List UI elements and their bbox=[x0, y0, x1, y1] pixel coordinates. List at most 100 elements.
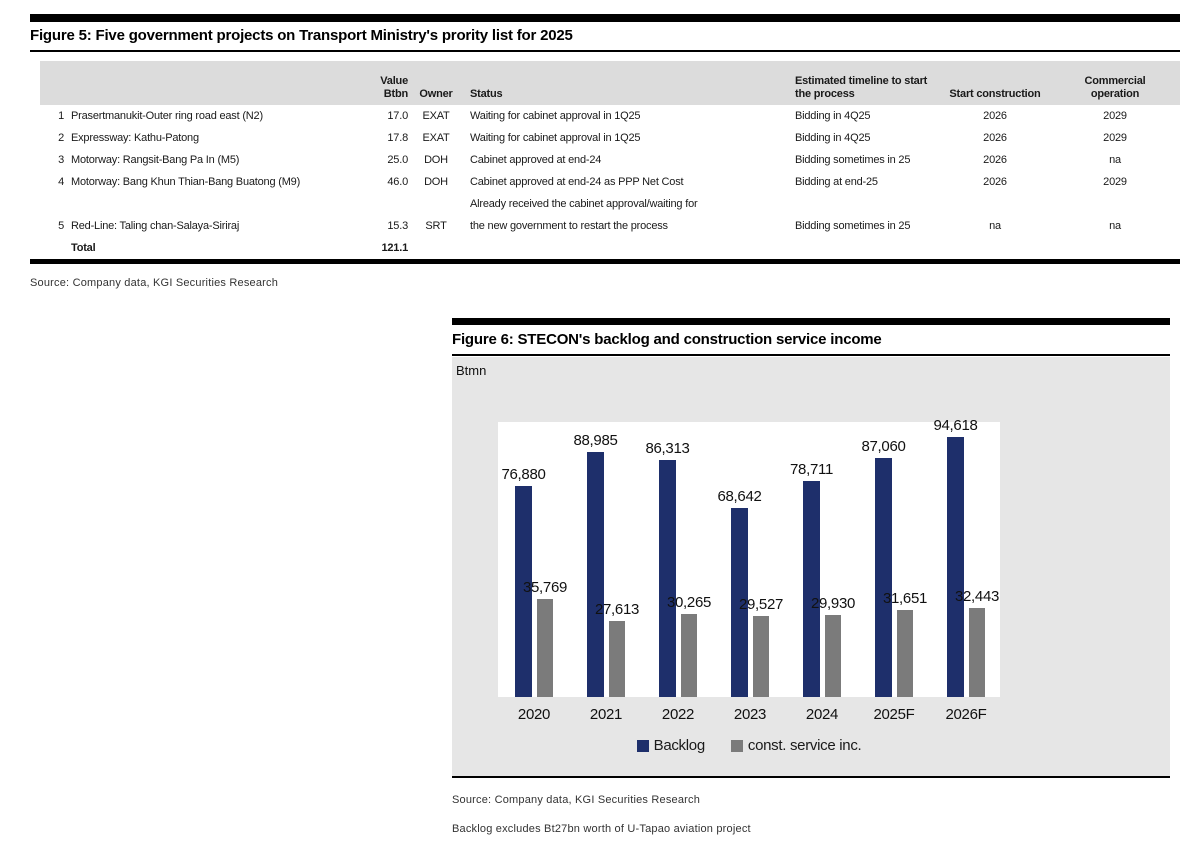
figure5-table: Value Btbn Owner Status Estimated timeli… bbox=[40, 61, 1180, 259]
x-axis-label: 2023 bbox=[733, 706, 767, 723]
y-axis-unit-label: Btmn bbox=[456, 363, 487, 378]
service-income-value-label: 35,769 bbox=[522, 579, 568, 596]
service-income-bar bbox=[681, 614, 697, 697]
backlog-bar bbox=[659, 460, 676, 697]
legend-label: Backlog bbox=[653, 737, 706, 754]
table-cell: Red-Line: Taling chan-Salaya-Siriraj bbox=[71, 220, 240, 232]
backlog-bar bbox=[875, 458, 892, 697]
table-cell: 2029 bbox=[1103, 176, 1127, 188]
table-row: 3 Motorway: Rangsit-Bang Pa In (M5) 25.0 DO… bbox=[40, 149, 1180, 171]
table-cell: na bbox=[989, 220, 1001, 232]
legend-item: const. service inc. bbox=[730, 737, 862, 754]
x-axis-label: 2022 bbox=[661, 706, 695, 723]
figure5-top-rule bbox=[30, 14, 1180, 22]
table-cell: Already received the cabinet approval/wa… bbox=[470, 198, 698, 210]
service-income-bar bbox=[897, 610, 913, 697]
x-axis-label: 2026F bbox=[945, 706, 987, 723]
table-cell: 2029 bbox=[1103, 110, 1127, 122]
table-cell: 46.0 bbox=[387, 176, 408, 188]
figure5-source: Source: Company data, KGI Securities Res… bbox=[30, 277, 279, 289]
figure6-chart-panel: Btmn 76,880 35,769 88,985 27,613 86,313 30,26… bbox=[452, 357, 1170, 778]
service-income-value-label: 32,443 bbox=[954, 588, 1000, 605]
table-cell: Bidding sometimes in 25 bbox=[795, 154, 911, 166]
table-cell: 4 bbox=[58, 176, 64, 188]
table-cell: 2 bbox=[58, 132, 64, 144]
backlog-bar bbox=[803, 481, 820, 697]
header-owner: Owner bbox=[419, 88, 453, 100]
table-cell: 121.1 bbox=[381, 242, 408, 254]
backlog-value-label: 88,985 bbox=[573, 432, 618, 449]
header-commercial-operation: Commercial operation bbox=[1084, 75, 1146, 100]
table-cell: Bidding at end-25 bbox=[795, 176, 878, 188]
header-project bbox=[66, 61, 360, 105]
service-income-bar bbox=[969, 608, 985, 697]
service-income-value-label: 30,265 bbox=[666, 594, 712, 611]
table-cell: 25.0 bbox=[387, 154, 408, 166]
backlog-value-label: 68,642 bbox=[717, 488, 762, 505]
backlog-value-label: 78,711 bbox=[790, 461, 833, 478]
service-income-bar bbox=[753, 616, 769, 697]
backlog-bar bbox=[947, 437, 964, 697]
chart-legend: Backlog const. service inc. bbox=[498, 737, 1000, 754]
table-cell: 15.3 bbox=[387, 220, 408, 232]
table-cell: 2026 bbox=[983, 110, 1007, 122]
figure5-table-header: Value Btbn Owner Status Estimated timeli… bbox=[40, 61, 1180, 105]
table-cell: Expressway: Kathu-Patong bbox=[71, 132, 199, 144]
table-cell: 17.8 bbox=[387, 132, 408, 144]
service-income-value-label: 29,930 bbox=[810, 595, 856, 612]
table-cell: Waiting for cabinet approval in 1Q25 bbox=[470, 132, 641, 144]
x-axis-label: 2021 bbox=[589, 706, 623, 723]
table-cell: SRT bbox=[425, 220, 447, 232]
legend-label: const. service inc. bbox=[747, 737, 862, 754]
service-income-bar bbox=[825, 615, 841, 697]
header-num bbox=[40, 61, 66, 105]
figure5-title: Figure 5: Five government projects on Tr… bbox=[30, 27, 573, 44]
legend-swatch-icon bbox=[636, 739, 649, 752]
table-cell: EXAT bbox=[422, 132, 450, 144]
table-cell: 2026 bbox=[983, 154, 1007, 166]
table-cell: Prasertmanukit-Outer ring road east (N2) bbox=[71, 110, 263, 122]
table-cell: 5 bbox=[58, 220, 64, 232]
table-cell: Cabinet approved at end-24 as PPP Net Co… bbox=[470, 176, 684, 188]
table-cell: DOH bbox=[424, 154, 448, 166]
header-timeline: Estimated timeline to start the process bbox=[795, 75, 928, 100]
figure6-title-rule bbox=[452, 354, 1170, 356]
table-cell: na bbox=[1109, 220, 1121, 232]
service-income-bar bbox=[537, 599, 553, 697]
table-cell: 2029 bbox=[1103, 132, 1127, 144]
table-cell: Total bbox=[71, 242, 96, 254]
service-income-value-label: 27,613 bbox=[594, 601, 640, 618]
table-cell: Bidding sometimes in 25 bbox=[795, 220, 911, 232]
header-start-construction: Start construction bbox=[949, 88, 1041, 100]
table-cell: Cabinet approved at end-24 bbox=[470, 154, 602, 166]
table-row: 5 Red-Line: Taling chan-Salaya-Siriraj 15.… bbox=[40, 215, 1180, 237]
table-cell: 2026 bbox=[983, 132, 1007, 144]
backlog-value-label: 86,313 bbox=[645, 440, 690, 457]
table-cell: the new government to restart the proces… bbox=[470, 220, 668, 232]
table-cell: Waiting for cabinet approval in 1Q25 bbox=[470, 110, 641, 122]
table-cell: Motorway: Bang Khun Thian-Bang Buatong (… bbox=[71, 176, 301, 188]
table-cell: Bidding in 4Q25 bbox=[795, 132, 871, 144]
table-cell: na bbox=[1109, 154, 1121, 166]
table-cell: DOH bbox=[424, 176, 448, 188]
backlog-bar bbox=[587, 452, 604, 697]
table-cell: 3 bbox=[58, 154, 64, 166]
x-axis-label: 2020 bbox=[517, 706, 551, 723]
table-row: 1 Prasertmanukit-Outer ring road east (N2… bbox=[40, 105, 1180, 127]
header-value: Value Btbn bbox=[380, 75, 408, 100]
figure6-source: Source: Company data, KGI Securities Res… bbox=[452, 794, 701, 806]
table-row: Total 121.1 bbox=[40, 237, 1180, 259]
figure5-bottom-rule bbox=[30, 259, 1180, 264]
backlog-value-label: 87,060 bbox=[861, 438, 906, 455]
service-income-value-label: 29,527 bbox=[738, 596, 784, 613]
table-row: Already received the cabinet approval/wa… bbox=[40, 193, 1180, 215]
backlog-value-label: 76,880 bbox=[501, 466, 546, 483]
backlog-bar bbox=[515, 486, 532, 697]
backlog-value-label: 94,618 bbox=[933, 417, 978, 434]
table-cell: 1 bbox=[58, 110, 64, 122]
table-row: 4 Motorway: Bang Khun Thian-Bang Buatong … bbox=[40, 171, 1180, 193]
figure6-note: Backlog excludes Bt27bn worth of U-Tapao… bbox=[452, 823, 751, 835]
legend-item: Backlog bbox=[636, 737, 706, 754]
table-cell: 2026 bbox=[983, 176, 1007, 188]
